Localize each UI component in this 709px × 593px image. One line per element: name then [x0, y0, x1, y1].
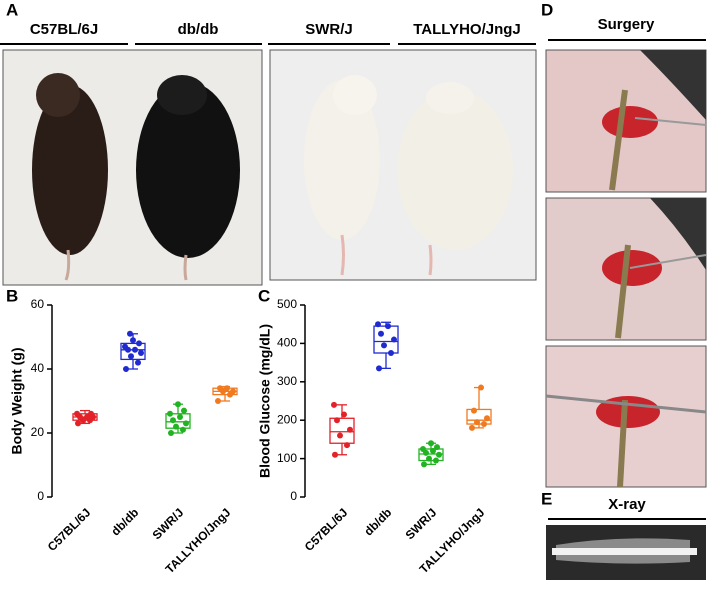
data-point: [474, 419, 480, 426]
surgery-photo: [545, 49, 707, 193]
data-point: [123, 366, 129, 372]
panel-label: D: [541, 0, 553, 19]
data-point: [170, 417, 176, 424]
data-point: [177, 414, 183, 420]
data-point: [433, 457, 439, 464]
x-tick-label: C57BL/6J: [45, 505, 94, 554]
data-point: [375, 321, 381, 328]
data-point: [230, 388, 236, 395]
data-point: [215, 398, 221, 404]
data-point: [180, 426, 186, 433]
data-point: [332, 451, 338, 458]
data-point: [436, 451, 442, 458]
y-tick-label: 100: [277, 451, 297, 465]
data-point: [337, 432, 343, 439]
data-point: [428, 440, 434, 447]
strain-label: db/db: [178, 21, 219, 38]
x-tick-label: db/db: [108, 505, 141, 538]
data-point: [378, 330, 384, 337]
data-point: [469, 424, 475, 431]
mouse-photo: [2, 49, 263, 286]
data-point: [136, 340, 142, 347]
data-point: [388, 350, 394, 356]
data-point: [168, 430, 174, 436]
data-point: [331, 401, 337, 408]
x-tick-label: C57BL/6J: [302, 505, 351, 554]
data-point: [130, 337, 136, 344]
section-title: Surgery: [598, 16, 655, 33]
data-point: [181, 407, 187, 414]
data-point: [128, 353, 134, 360]
mouse-photo: [269, 49, 537, 281]
y-tick-label: 400: [277, 336, 297, 350]
data-point: [175, 401, 181, 408]
panel-label: E: [541, 489, 552, 508]
data-point: [426, 455, 432, 462]
data-point: [183, 420, 189, 427]
data-point: [122, 343, 128, 350]
data-point: [376, 365, 382, 372]
panel-label: A: [6, 0, 18, 19]
data-point: [341, 411, 347, 418]
strain-label: C57BL/6J: [30, 21, 98, 38]
data-point: [334, 417, 340, 424]
xray-image: [546, 525, 706, 580]
data-point: [138, 350, 144, 356]
data-point: [75, 420, 81, 427]
strain-label: TALLYHO/JngJ: [413, 21, 521, 38]
y-axis-label: Body Weight (g): [9, 347, 25, 454]
data-point: [385, 323, 391, 330]
x-tick-label: db/db: [361, 505, 394, 538]
data-point: [217, 385, 223, 392]
y-tick-label: 40: [31, 361, 45, 375]
data-point: [84, 414, 90, 420]
data-point: [434, 444, 440, 451]
data-point: [391, 336, 397, 343]
data-point: [421, 461, 427, 468]
data-point: [135, 359, 141, 366]
data-point: [74, 410, 80, 417]
data-point: [344, 442, 350, 449]
data-point: [471, 407, 477, 414]
y-tick-label: 0: [290, 489, 297, 503]
surgery-photo: [545, 197, 707, 341]
data-point: [381, 342, 387, 349]
box: [120, 342, 146, 361]
data-point: [420, 446, 426, 452]
y-tick-label: 20: [31, 425, 45, 439]
data-point: [224, 385, 230, 392]
y-tick-label: 200: [277, 412, 297, 426]
data-point: [478, 384, 484, 391]
data-point: [430, 447, 436, 454]
chart-title: B: [6, 286, 18, 305]
y-tick-label: 0: [37, 489, 44, 503]
strain-label: SWR/J: [305, 21, 353, 38]
data-point: [88, 410, 94, 417]
y-tick-label: 500: [277, 297, 297, 311]
y-tick-label: 300: [277, 374, 297, 388]
data-point: [167, 410, 173, 417]
chart-title: C: [258, 286, 270, 305]
section-title: X-ray: [608, 496, 646, 513]
data-point: [132, 346, 138, 353]
data-point: [127, 330, 133, 337]
y-axis-label: Blood Glucose (mg/dL): [257, 324, 273, 478]
data-point: [347, 426, 353, 433]
x-tick-label: SWR/J: [150, 505, 187, 542]
y-tick-label: 60: [31, 297, 45, 311]
data-point: [173, 423, 179, 430]
data-point: [481, 421, 487, 428]
data-point: [484, 415, 490, 422]
x-tick-label: SWR/J: [403, 505, 440, 542]
box: [329, 417, 355, 444]
surgery-photo: [545, 345, 707, 488]
